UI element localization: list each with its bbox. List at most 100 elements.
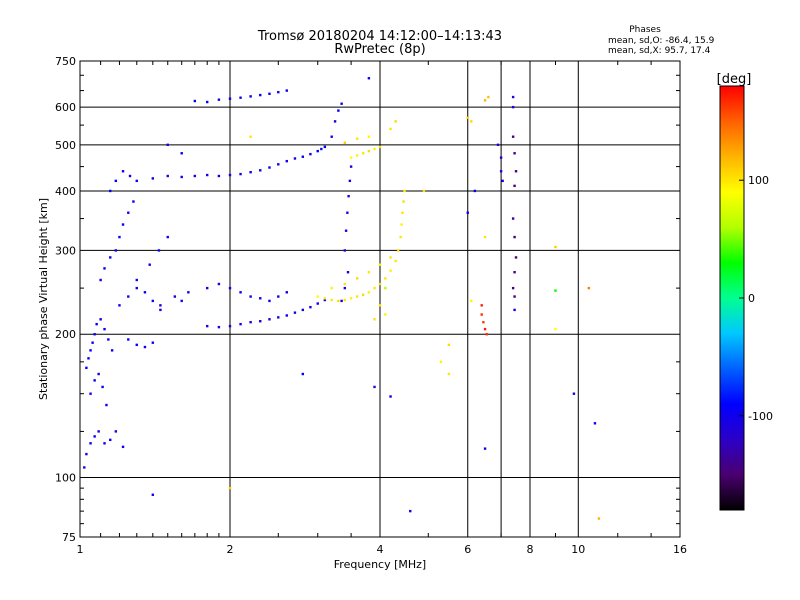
data-point: [110, 349, 114, 352]
data-point: [83, 466, 86, 469]
data-point: [101, 385, 104, 389]
colorbar-tick-label: -100: [748, 410, 773, 423]
data-point: [396, 249, 400, 252]
data-point: [514, 256, 518, 259]
data-point: [135, 343, 138, 347]
data-point: [127, 338, 130, 341]
data-point: [399, 235, 402, 239]
data-point: [187, 291, 190, 294]
data-point: [389, 395, 392, 398]
data-point: [93, 435, 96, 438]
data-point: [337, 299, 340, 303]
data-point: [285, 314, 288, 317]
data-point: [593, 422, 597, 425]
data-point: [384, 286, 387, 290]
data-point: [193, 99, 197, 103]
data-point: [480, 313, 483, 316]
data-point: [511, 135, 515, 138]
data-point: [482, 320, 485, 324]
x-tick-label: 16: [673, 543, 687, 556]
data-point: [499, 156, 503, 159]
y-tick-label: 200: [55, 328, 76, 341]
data-point: [348, 179, 352, 183]
data-point: [135, 278, 138, 282]
data-point: [511, 286, 515, 290]
data-point: [239, 172, 242, 176]
data-point: [323, 298, 327, 302]
data-point: [166, 174, 169, 178]
data-point: [466, 116, 469, 119]
data-point: [501, 179, 504, 183]
data-point: [402, 200, 405, 203]
data-point: [259, 169, 262, 172]
data-point: [330, 286, 333, 290]
data-point: [277, 316, 280, 319]
data-point: [121, 445, 125, 449]
data-point: [373, 318, 376, 321]
data-point: [205, 100, 209, 104]
x-tick-label: 8: [527, 543, 534, 556]
data-point: [249, 295, 252, 298]
data-point: [554, 245, 557, 249]
data-point: [143, 345, 147, 349]
data-point: [422, 189, 426, 193]
data-point: [193, 174, 197, 178]
data-point: [151, 493, 155, 496]
data-point: [89, 392, 92, 395]
data-point: [483, 99, 487, 102]
data-point: [378, 263, 382, 266]
colorbar-ticks: 100 0 -100: [739, 174, 773, 423]
data-point: [511, 105, 515, 109]
data-point: [301, 155, 305, 158]
chart-subtitle: RwPretec (8p): [334, 42, 425, 57]
data-point: [347, 194, 350, 198]
data-point: [373, 286, 376, 290]
data-point: [554, 327, 557, 331]
colorbar-label: [deg]: [717, 72, 752, 87]
data-point: [384, 277, 387, 280]
data-point: [373, 147, 376, 151]
data-point: [89, 349, 92, 352]
data-point: [409, 509, 412, 513]
data-point: [228, 97, 232, 100]
x-tick-label: 6: [464, 543, 471, 556]
y-tick-label: 300: [55, 244, 76, 257]
data-point: [511, 217, 515, 220]
y-tick-label: 100: [55, 472, 76, 485]
x-tick-labels: 1 2 4 6 8 10 16: [77, 543, 688, 556]
data-point: [572, 392, 576, 395]
data-point: [316, 295, 319, 298]
data-point: [483, 235, 487, 239]
data-point: [401, 211, 404, 214]
data-point: [378, 304, 382, 307]
data-point: [466, 211, 469, 214]
data-point: [105, 403, 108, 407]
x-tick-label: 10: [571, 543, 585, 556]
data-point: [514, 170, 518, 173]
data-point: [109, 189, 112, 193]
data-point: [333, 120, 337, 123]
data-point: [109, 438, 112, 442]
data-point: [378, 145, 382, 149]
data-point: [114, 430, 118, 433]
data-point: [277, 163, 280, 166]
data-point: [143, 291, 147, 294]
plot-area: 1 2 4 6 8 10 16 75 100 200 300 400 500 600 750: [55, 55, 687, 556]
data-point: [485, 333, 488, 336]
data-point: [320, 147, 323, 151]
data-point: [394, 120, 397, 123]
data-point: [378, 282, 382, 286]
data-point: [173, 295, 177, 298]
data-point: [330, 135, 333, 138]
data-point: [239, 322, 242, 326]
y-tick-label: 600: [55, 101, 76, 114]
data-point: [151, 177, 155, 180]
data-point: [91, 341, 94, 344]
data-point: [513, 271, 516, 274]
data-point: [340, 299, 343, 303]
data-point: [180, 299, 183, 303]
data-point: [496, 143, 500, 147]
data-point: [217, 174, 221, 178]
colorbar-tick-label: 100: [748, 174, 769, 187]
